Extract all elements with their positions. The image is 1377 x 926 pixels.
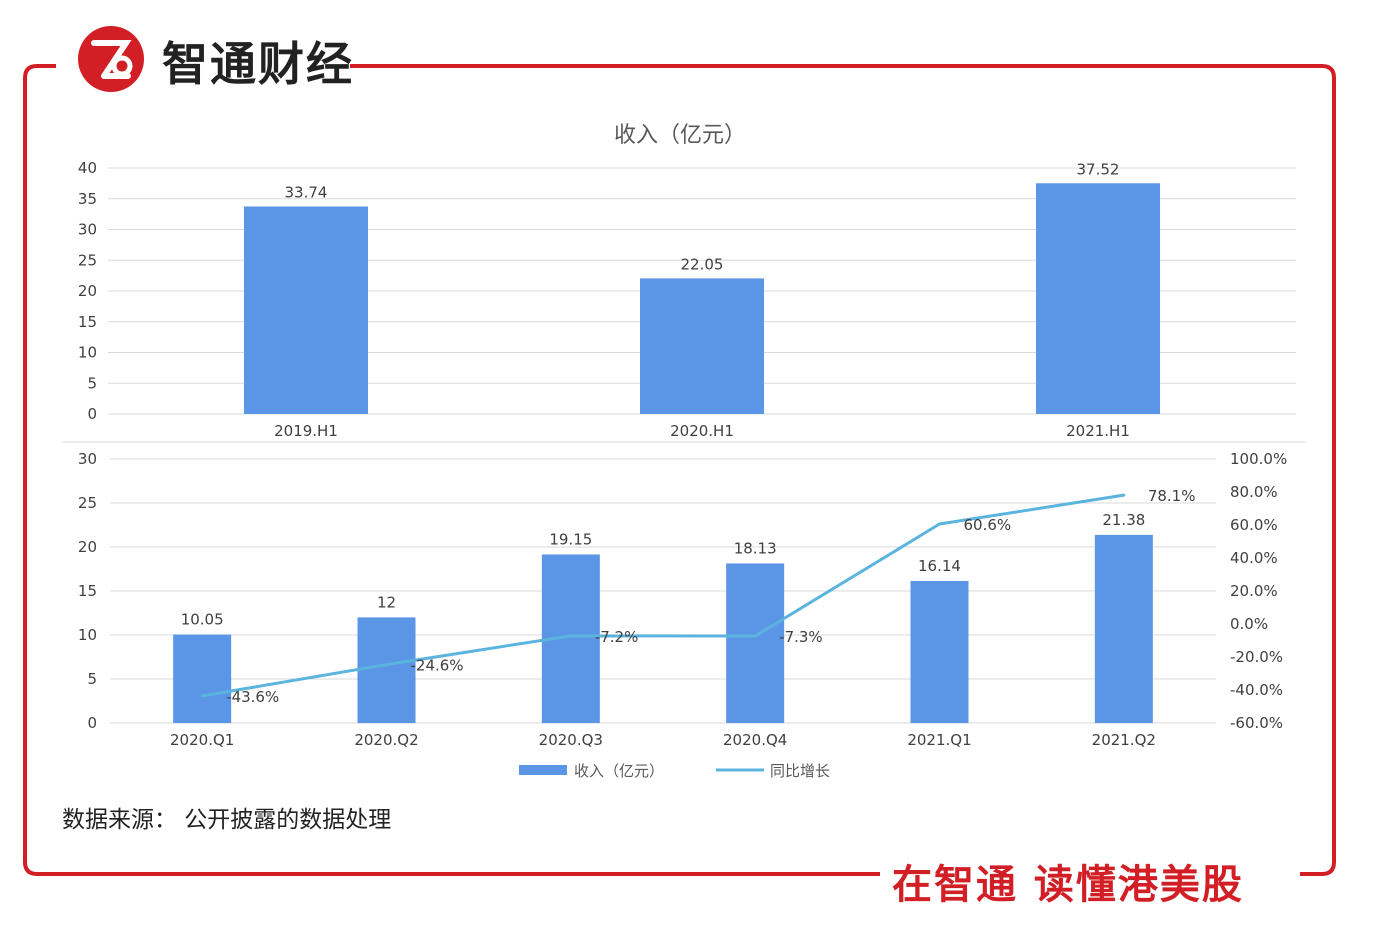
growth-data-label: 60.6% xyxy=(964,516,1012,534)
brand-slogan: 在智通 读懂港美股 xyxy=(892,862,1244,908)
growth-point xyxy=(385,663,388,667)
data-label: 37.52 xyxy=(1077,160,1120,178)
y-tick-label: 10 xyxy=(78,626,97,644)
brand-logo-icon xyxy=(78,26,144,92)
x-tick-label: 2020.H1 xyxy=(670,422,734,440)
legend: 收入（亿元） 同比增长 xyxy=(519,762,830,780)
y2-tick-label: -40.0% xyxy=(1230,681,1283,699)
bar xyxy=(1036,183,1160,414)
y2-tick-label: -60.0% xyxy=(1230,714,1283,732)
legend-bar-swatch xyxy=(519,765,567,775)
bar-data-label: 19.15 xyxy=(549,530,592,548)
bar xyxy=(910,580,969,723)
y-tick-label: 40 xyxy=(78,159,97,177)
x-tick-label: 2019.H1 xyxy=(274,422,338,440)
chart-title: 收入（亿元） xyxy=(614,123,746,148)
y-tick-label: 15 xyxy=(78,313,97,331)
growth-point xyxy=(938,522,941,526)
growth-data-label: -43.6% xyxy=(226,688,279,706)
y2-tick-label: 60.0% xyxy=(1230,516,1278,534)
y-tick-label: 30 xyxy=(78,221,97,239)
growth-point xyxy=(753,634,757,638)
y2-tick-label: 0.0% xyxy=(1230,615,1268,633)
growth-data-label: 78.1% xyxy=(1148,487,1196,505)
growth-line xyxy=(201,493,1125,698)
x-tick-label: 2020.Q2 xyxy=(354,731,418,749)
x-tick-label: 2021.Q1 xyxy=(907,731,971,749)
growth-point xyxy=(200,694,204,698)
legend-label-growth: 同比增长 xyxy=(770,762,830,780)
x-tick-label: 2020.Q4 xyxy=(723,731,787,749)
legend-label-revenue: 收入（亿元） xyxy=(574,762,664,780)
y-tick-label: 15 xyxy=(78,582,97,600)
bar xyxy=(726,563,785,723)
x-tick-label: 2021.H1 xyxy=(1066,422,1130,440)
y-tick-label: 20 xyxy=(78,282,97,300)
bar-data-label: 16.14 xyxy=(918,557,961,575)
x-tick-label: 2020.Q3 xyxy=(539,731,603,749)
brand-name: 智通财经 xyxy=(162,37,354,91)
bar-data-label: 10.05 xyxy=(181,611,224,629)
growth-data-label: -7.3% xyxy=(779,628,823,646)
y2-tick-label: -20.0% xyxy=(1230,648,1283,666)
growth-data-label: -24.6% xyxy=(411,657,464,675)
data-label: 22.05 xyxy=(681,255,724,273)
bar-data-label: 12 xyxy=(377,593,396,611)
bar-data-label: 18.13 xyxy=(734,539,777,557)
y-tick-label: 20 xyxy=(78,538,97,556)
y-tick-label: 5 xyxy=(87,670,97,688)
y-tick-label: 0 xyxy=(87,714,97,732)
bar xyxy=(1094,534,1153,723)
growth-point xyxy=(1122,493,1126,497)
y2-tick-label: 20.0% xyxy=(1230,582,1278,600)
y-tick-label: 25 xyxy=(78,494,97,512)
y-tick-label: 30 xyxy=(78,450,97,468)
y-tick-label: 10 xyxy=(78,344,97,362)
bar xyxy=(640,278,764,414)
y-tick-label: 25 xyxy=(78,251,97,269)
x-tick-label: 2020.Q1 xyxy=(170,731,234,749)
growth-point xyxy=(569,634,573,638)
x-tick-label: 2021.Q2 xyxy=(1092,731,1156,749)
bar xyxy=(173,634,232,723)
source-note: 数据来源： 公开披露的数据处理 xyxy=(62,807,392,833)
growth-data-label: -7.2% xyxy=(595,628,639,646)
y2-tick-label: 100.0% xyxy=(1230,450,1287,468)
y-tick-label: 5 xyxy=(87,374,97,392)
data-label: 33.74 xyxy=(285,183,328,201)
y2-tick-label: 40.0% xyxy=(1230,549,1278,567)
y2-tick-label: 80.0% xyxy=(1230,483,1278,501)
bar-data-label: 21.38 xyxy=(1102,511,1145,529)
bar xyxy=(244,206,368,414)
bar xyxy=(357,617,416,723)
y-tick-label: 0 xyxy=(87,405,97,423)
y-tick-label: 35 xyxy=(78,190,97,208)
